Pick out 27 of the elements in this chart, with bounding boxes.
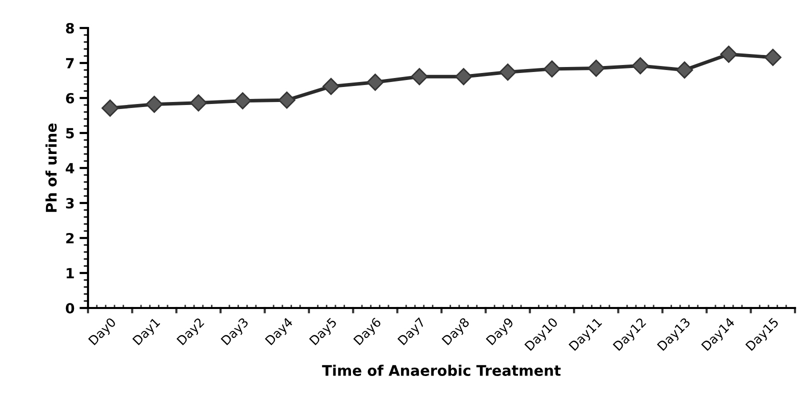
x-axis-title: Time of Anaerobic Treatment [322, 364, 561, 376]
point [676, 61, 694, 79]
y-axis-title: Ph of urine [45, 123, 57, 212]
point [455, 68, 472, 86]
point [588, 60, 605, 77]
point [410, 68, 428, 86]
point [764, 48, 782, 66]
point [102, 100, 119, 117]
point [366, 74, 384, 91]
y-tick-label: 5 [66, 128, 74, 138]
y-tick-label: 2 [66, 232, 74, 244]
point [278, 92, 296, 109]
y-tick-label: 4 [66, 163, 74, 174]
point [632, 57, 649, 74]
point [720, 46, 738, 63]
point [499, 64, 516, 81]
y-tick-label: 8 [66, 22, 74, 34]
y-tick-label: 6 [66, 92, 74, 104]
point [322, 78, 340, 95]
point [146, 96, 163, 113]
y-tick-label: 7 [66, 58, 74, 68]
point [190, 94, 208, 112]
point [543, 60, 561, 78]
y-tick-label: 0 [66, 302, 74, 314]
point [234, 92, 252, 110]
y-tick-label: 3 [66, 198, 74, 208]
y-tick-label: 1 [66, 268, 74, 278]
